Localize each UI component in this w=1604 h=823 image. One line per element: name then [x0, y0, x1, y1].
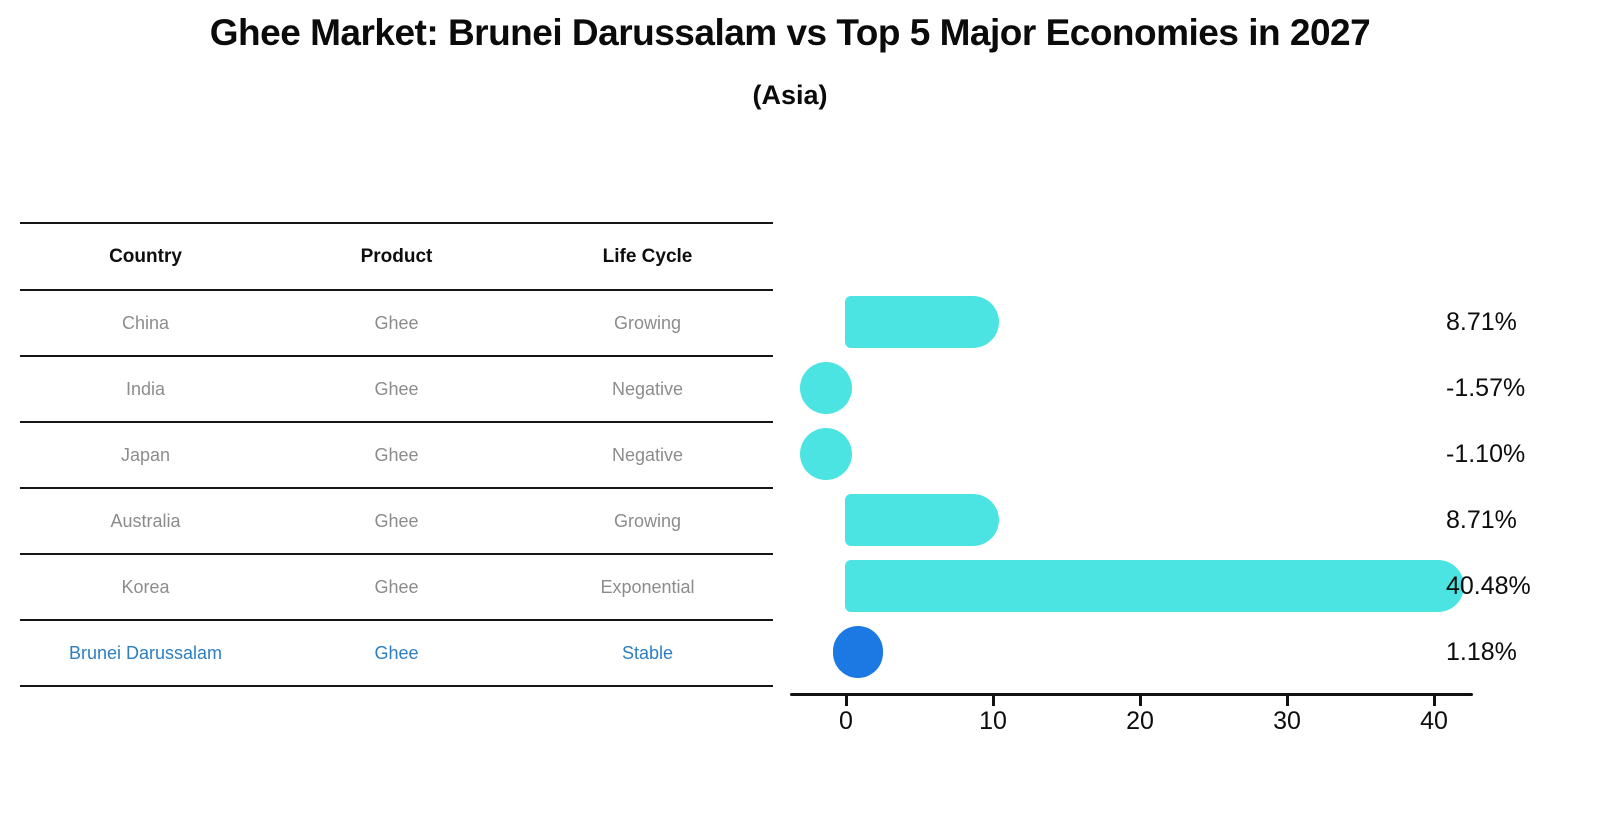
cell-product: Ghee: [374, 378, 419, 399]
cell-life-cycle: Growing: [613, 312, 682, 333]
x-axis-tick: [1433, 695, 1436, 706]
value-label: -1.57%: [1446, 374, 1526, 402]
cell-country: Brunei Darussalam: [68, 642, 223, 663]
x-axis-tick-label: 40: [1420, 707, 1448, 735]
x-axis-line: [790, 693, 1473, 696]
x-axis-tick-label: 20: [1126, 707, 1154, 735]
table-row: India Ghee Negative: [20, 357, 773, 423]
cell-life-cycle: Negative: [611, 444, 684, 465]
table-row: Korea Ghee Exponential: [20, 555, 773, 621]
value-label: 8.71%: [1446, 308, 1517, 336]
x-axis-tick-label: 0: [839, 707, 853, 735]
table-row-brunei-darussalam: Brunei Darussalam Ghee Stable: [20, 621, 773, 687]
bar-india: [800, 362, 852, 414]
page-subtitle: (Asia): [752, 80, 828, 110]
cell-life-cycle: Growing: [613, 510, 682, 531]
value-label: 1.18%: [1446, 638, 1517, 666]
x-axis-tick: [992, 695, 995, 706]
cell-product: Ghee: [374, 642, 419, 663]
x-axis-tick-label: 10: [979, 707, 1007, 735]
cell-product: Ghee: [374, 312, 419, 333]
cell-life-cycle: Stable: [621, 642, 674, 663]
cell-product: Ghee: [374, 510, 419, 531]
column-header-product: Product: [360, 245, 433, 267]
bar-china: [845, 296, 999, 348]
cell-life-cycle: Exponential: [600, 576, 695, 597]
table-row: China Ghee Growing: [20, 291, 773, 357]
country-table: Country Product Life Cycle China Ghee Gr…: [20, 222, 773, 687]
value-label: 40.48%: [1446, 572, 1531, 600]
column-header-life-cycle: Life Cycle: [602, 245, 693, 267]
bar-japan: [800, 428, 852, 480]
cell-country: Australia: [110, 510, 181, 531]
value-label: -1.10%: [1446, 440, 1526, 468]
bar-brunei-darussalam: [833, 626, 883, 678]
cell-country: India: [125, 378, 166, 399]
x-axis-tick: [1139, 695, 1142, 706]
cell-product: Ghee: [374, 444, 419, 465]
table-row: Australia Ghee Growing: [20, 489, 773, 555]
cell-country: China: [121, 312, 170, 333]
value-label: 8.71%: [1446, 506, 1517, 534]
table-header-row: Country Product Life Cycle: [20, 224, 773, 291]
cell-country: Japan: [120, 444, 171, 465]
cell-life-cycle: Negative: [611, 378, 684, 399]
x-axis-tick: [1286, 695, 1289, 706]
x-axis-tick: [845, 695, 848, 706]
bar-australia: [845, 494, 999, 546]
x-axis-tick-label: 30: [1273, 707, 1301, 735]
bar-korea: [845, 560, 1465, 612]
column-header-country: Country: [109, 245, 182, 267]
cell-country: Korea: [121, 576, 170, 597]
table-row: Japan Ghee Negative: [20, 423, 773, 489]
cell-product: Ghee: [374, 576, 419, 597]
page-title: Ghee Market: Brunei Darussalam vs Top 5 …: [209, 12, 1371, 53]
